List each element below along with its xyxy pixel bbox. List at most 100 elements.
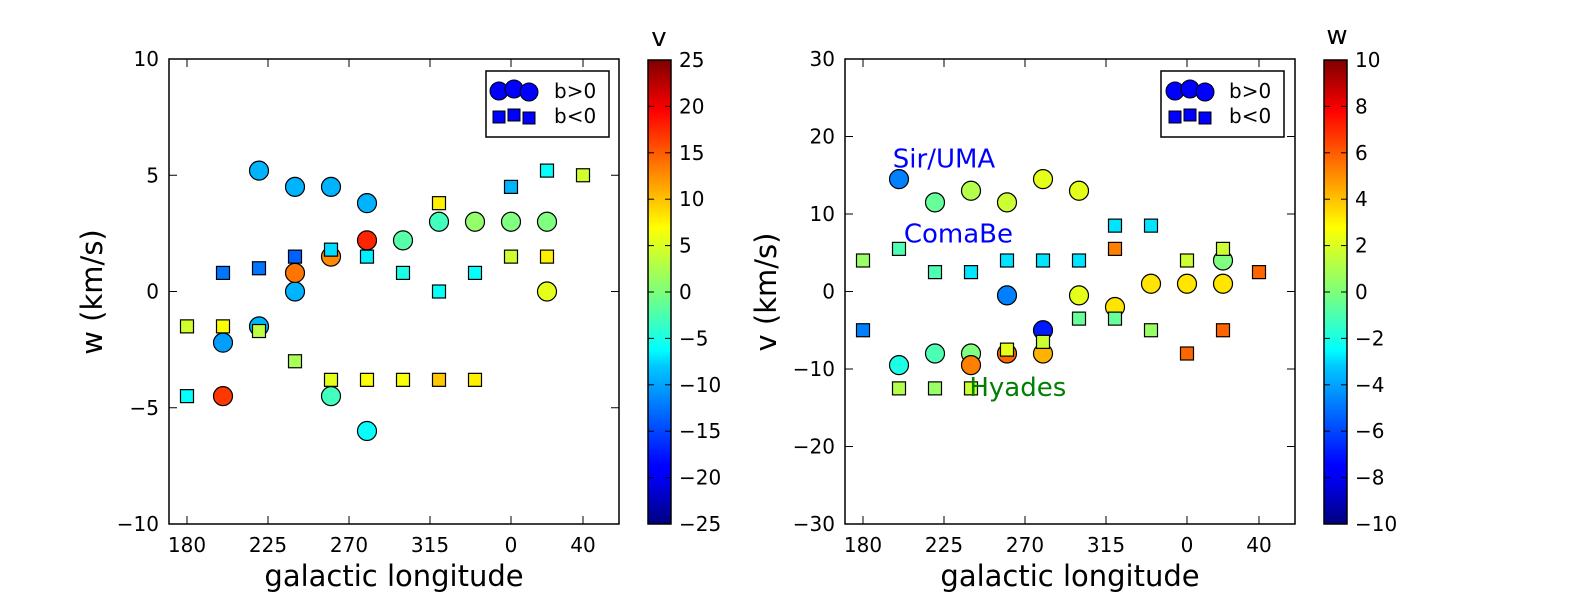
right-circle-point [996, 192, 1018, 213]
left-circle-point [212, 386, 234, 407]
left-colorbar-tick-label: 10 [679, 187, 704, 211]
left-square-point [503, 249, 519, 264]
left-circle-point [500, 211, 522, 232]
right-y-tick-label: −30 [793, 512, 835, 536]
left-square-point [467, 372, 483, 387]
right-square-point [963, 381, 979, 396]
left-square-point [359, 372, 375, 387]
left-legend-label-b-pos: b>0 [554, 79, 596, 103]
right-colorbar: 10 8 6 4 2 0 −2 −4 −6 −8 −10 w [1323, 21, 1397, 536]
left-y-tick-label: 5 [146, 163, 159, 187]
left-circle-point [356, 420, 378, 442]
right-x-tick-label: 270 [1006, 533, 1044, 557]
right-circle-point [1032, 169, 1054, 190]
left-colorbar-tick-label: 15 [679, 141, 704, 165]
left-square-point [431, 284, 447, 299]
left-square-point [179, 319, 195, 334]
right-square-point [1179, 346, 1195, 361]
right-square-point [1215, 241, 1231, 256]
right-circle-point [888, 169, 910, 190]
right-colorbar-tick-label: −8 [1355, 466, 1384, 490]
right-x-tick-label: 40 [1246, 533, 1271, 557]
left-square-point [251, 261, 267, 276]
left-panel: 180 225 270 315 0 40 10 5 0 −5 −10 galactic longit… [75, 23, 721, 593]
left-legend: b>0 b<0 [485, 70, 610, 138]
right-legend-label-b-neg: b<0 [1229, 104, 1271, 128]
right-legend-label-b-pos: b>0 [1229, 79, 1271, 103]
right-colorbar-tick-label: 8 [1355, 94, 1368, 118]
left-square-point [323, 242, 339, 257]
left-circle-point [248, 160, 270, 181]
legend-circle-marker [519, 82, 539, 102]
left-colorbar-label: v [651, 23, 666, 53]
left-circle-point [392, 230, 414, 251]
right-circle-point [1176, 273, 1198, 294]
left-y-tick-label: −10 [117, 512, 159, 536]
left-colorbar-tick-label: −20 [679, 466, 721, 490]
right-x-tick-label: 0 [1181, 533, 1194, 557]
left-square-point [287, 249, 303, 264]
left-circle-point [356, 193, 378, 214]
right-legend: b>0 b<0 [1160, 70, 1285, 138]
left-y-tick-label: 10 [134, 47, 159, 71]
left-square-point [503, 179, 519, 194]
left-x-tick-label: 315 [411, 533, 449, 557]
left-circle-point [320, 176, 342, 197]
right-square-point [1035, 334, 1051, 349]
right-square-point [1071, 311, 1087, 326]
right-square-point [855, 323, 871, 338]
left-circle-point [284, 176, 306, 197]
right-colorbar-tick-label: 0 [1355, 280, 1368, 304]
right-square-point [1179, 253, 1195, 268]
right-colorbar-tick-label: −2 [1355, 326, 1384, 350]
right-circle-point [960, 180, 982, 201]
right-legend-box [1160, 70, 1285, 138]
right-y-tick-label: 10 [810, 202, 835, 226]
legend-square-marker [1183, 108, 1197, 122]
left-data-points [179, 160, 591, 442]
right-colorbar-ticks: 10 8 6 4 2 0 −2 −4 −6 −8 −10 [1324, 48, 1397, 536]
right-colorbar-tick-label: 10 [1355, 48, 1380, 72]
left-x-tick-label: 180 [168, 533, 206, 557]
left-x-axis-label: galactic longitude [264, 559, 523, 593]
left-square-point [179, 389, 195, 404]
left-y-axis-label: w (km/s) [75, 229, 109, 355]
right-circle-point [996, 285, 1018, 306]
right-square-point [1107, 241, 1123, 256]
right-circle-point [924, 343, 946, 364]
right-square-point [1107, 218, 1123, 233]
left-square-point [215, 265, 231, 280]
right-square-point [891, 381, 907, 396]
left-colorbar-ticks: 25 20 15 10 5 0 −5 −10 −15 −20 −25 [648, 48, 721, 536]
right-y-tick-label: 30 [810, 47, 835, 71]
legend-square-marker [522, 111, 536, 125]
left-colorbar-tick-label: 20 [679, 94, 704, 118]
left-x-tick-label: 270 [330, 533, 368, 557]
legend-circle-marker [1195, 82, 1215, 102]
left-square-point [359, 249, 375, 264]
left-square-point [215, 319, 231, 334]
right-annotations: Sir/UMA ComaBe Hyades [893, 145, 1066, 404]
right-circle-point [960, 355, 982, 376]
right-annotation-label: Hyades [969, 373, 1066, 403]
left-circle-point [464, 211, 486, 232]
right-square-point [1143, 323, 1159, 338]
left-x-tick-label: 225 [249, 533, 287, 557]
right-colorbar-tick-label: 2 [1355, 234, 1368, 258]
right-circle-point [924, 192, 946, 213]
right-data-points [855, 169, 1267, 396]
right-colorbar-label: w [1326, 21, 1347, 51]
left-square-point [431, 372, 447, 387]
right-square-point [1035, 253, 1051, 268]
left-y-tick-label: 0 [146, 280, 159, 304]
right-y-tick-label: −10 [793, 357, 835, 381]
right-y-axis-label: v (km/s) [749, 233, 783, 352]
left-square-point [575, 168, 591, 183]
left-colorbar: 25 20 15 10 5 0 −5 −10 −15 −20 −25 v [647, 23, 721, 536]
right-y-tick-label: 20 [810, 125, 835, 149]
right-colorbar-tick-label: −6 [1355, 419, 1384, 443]
left-x-tick-label: 40 [570, 533, 595, 557]
left-square-point [431, 196, 447, 211]
